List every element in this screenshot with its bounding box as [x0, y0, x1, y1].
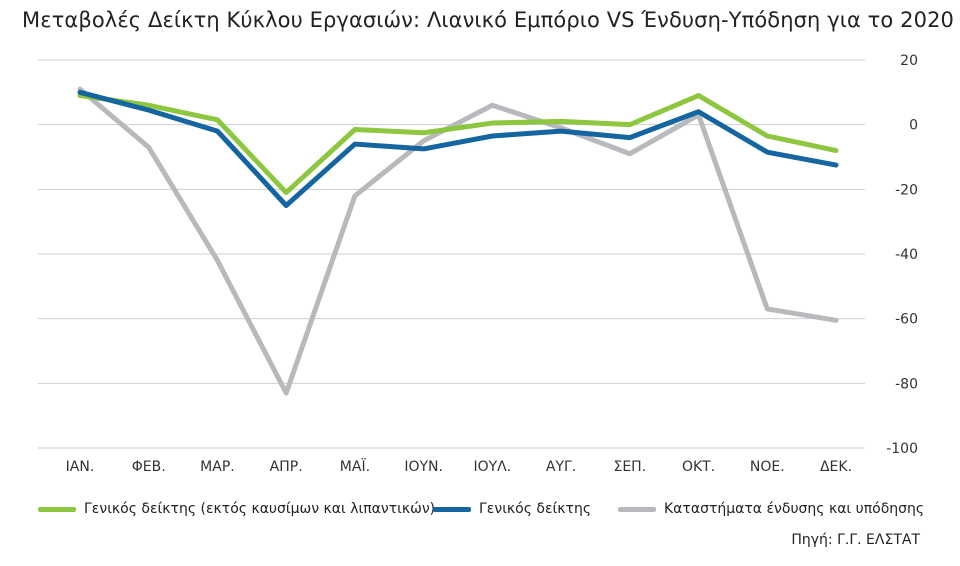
source-note: Πηγή: Γ.Γ. ΕΛΣΤΑΤ [791, 532, 920, 548]
y-tick-label: -80 [895, 376, 918, 392]
x-tick-label: ΑΥΓ. [546, 459, 576, 475]
x-tick-label: ΝΟΕ. [750, 459, 785, 475]
legend-item-general-excl-fuel: Γενικός δείκτης (εκτός καυσίμων και λιπα… [38, 498, 435, 520]
x-tick-label: ΟΚΤ. [682, 459, 715, 475]
x-tick-label: ΣΕΠ. [613, 459, 646, 475]
legend-item-general: Γενικός δείκτης [433, 498, 591, 520]
legend-swatch [38, 506, 76, 512]
series-line-1 [77, 89, 839, 208]
chart-title: Μεταβολές Δείκτη Κύκλου Εργασιών: Λιανικ… [22, 8, 954, 32]
x-tick-label: ΔΕΚ. [820, 459, 852, 475]
legend-swatch [433, 506, 471, 512]
legend-swatch [618, 506, 656, 512]
y-tick-label: 0 [909, 118, 918, 134]
y-tick-label: -60 [895, 312, 918, 328]
x-tick-label: ΙΟΥΝ. [404, 459, 443, 475]
y-tick-label: -100 [886, 441, 918, 457]
y-axis-ticks: 20 0 -20 -40 -60 -80 -100 [886, 53, 918, 457]
x-tick-label: ΜΑΡ. [200, 459, 235, 475]
legend-label: Γενικός δείκτης (εκτός καυσίμων και λιπα… [84, 501, 436, 517]
x-tick-label: ΙΟΥΛ. [473, 459, 511, 475]
x-tick-label: ΦΕΒ. [132, 459, 166, 475]
x-tick-label: ΑΠΡ. [270, 459, 303, 475]
legend: Γενικός δείκτης (εκτός καυσίμων και λιπα… [38, 498, 938, 520]
series-line-0 [77, 93, 839, 196]
legend-label: Καταστήματα ένδυσης και υπόδησης [664, 501, 925, 517]
legend-label: Γενικός δείκτης [479, 501, 592, 517]
y-tick-label: 20 [900, 53, 918, 69]
x-tick-label: ΙΑΝ. [66, 459, 95, 475]
y-tick-label: -20 [895, 182, 918, 198]
legend-item-clothing-stores: Καταστήματα ένδυσης και υπόδησης [618, 498, 924, 520]
line-chart: 20 0 -20 -40 -60 -80 -100 ΙΑΝ. ΦΕΒ. ΜΑΡ. ΑΠΡ. ΜΑΪ.… [38, 53, 918, 475]
series-lines [77, 86, 839, 396]
y-tick-label: -40 [895, 247, 918, 263]
series-line-2 [77, 86, 839, 396]
x-axis-ticks: ΙΑΝ. ΦΕΒ. ΜΑΡ. ΑΠΡ. ΜΑΪ. ΙΟΥΝ. ΙΟΥΛ. ΑΥΓ. ΣΕΠ. ΟΚ… [66, 457, 852, 475]
x-tick-label: ΜΑΪ. [340, 457, 370, 475]
